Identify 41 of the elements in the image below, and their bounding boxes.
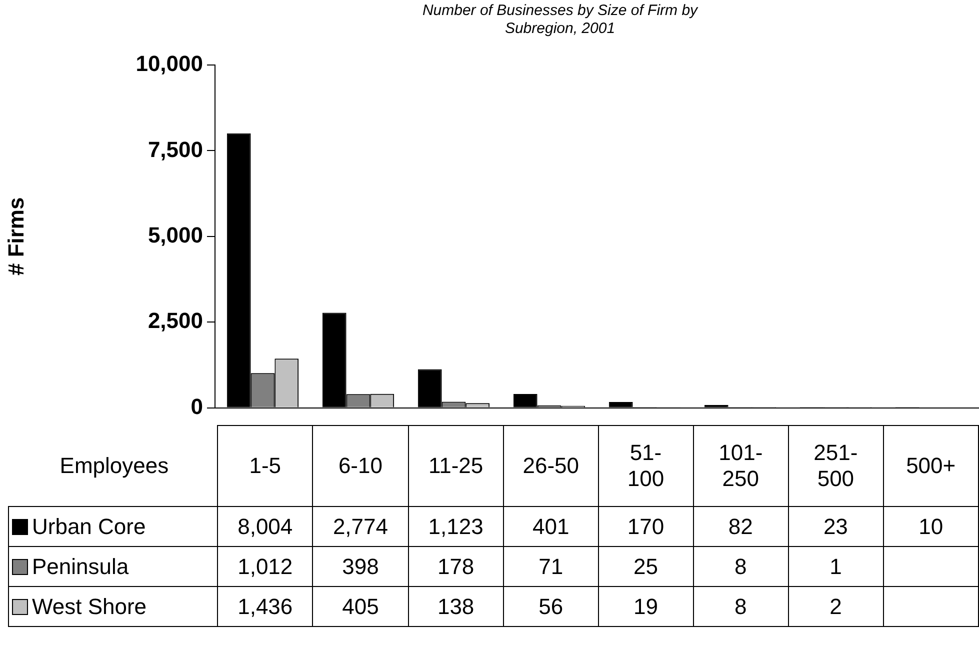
data-label: 25 — [598, 546, 694, 586]
y-tick-label: 5,000 — [148, 222, 203, 248]
data-label: 405 — [312, 586, 408, 626]
data-label: 170 — [598, 506, 694, 546]
x-tick-label: 6-10 — [338, 453, 382, 479]
data-label: 8 — [693, 586, 788, 626]
legend-label: West Shore — [8, 586, 218, 626]
data-label: 23 — [788, 506, 884, 546]
y-tick-label: 7,500 — [148, 136, 203, 162]
legend-label: Peninsula — [8, 546, 218, 586]
data-label: 1,436 — [217, 586, 313, 626]
data-label: 178 — [408, 546, 504, 586]
y-tick-label: 0 — [190, 394, 203, 419]
x-tick-label: 251-500 — [812, 440, 859, 492]
y-tick-label: 2,500 — [148, 308, 203, 334]
data-label: 82 — [693, 506, 788, 546]
data-label: 398 — [312, 546, 408, 586]
legend-label: Urban Core — [8, 506, 218, 546]
x-tick-label: 101-250 — [718, 440, 764, 492]
data-label: 8 — [693, 546, 788, 586]
data-label: 56 — [503, 586, 598, 626]
data-label: 8,004 — [217, 506, 313, 546]
data-label: 1,012 — [217, 546, 313, 586]
x-tick-label: 11-25 — [428, 453, 484, 479]
y-axis-title: # Firms — [3, 197, 28, 276]
x-tick-label: 51-100 — [626, 440, 666, 492]
data-label: 1,123 — [408, 506, 504, 546]
data-label: 401 — [503, 506, 598, 546]
data-label: 2,774 — [312, 506, 408, 546]
y-tick-label: 10,000 — [136, 51, 203, 76]
data-label: 19 — [598, 586, 694, 626]
x-tick-label: 500+ — [906, 453, 956, 479]
chart-title: Number of Businesses by Size of Firm by Subregion, 2001 — [421, 2, 700, 38]
data-label: 71 — [503, 546, 598, 586]
data-label: 10 — [883, 506, 978, 546]
x-axis-title: Employees — [58, 452, 170, 480]
data-label: 138 — [408, 586, 504, 626]
x-tick-label: 26-50 — [522, 453, 580, 479]
data-label: 1 — [788, 546, 884, 586]
x-tick-label: 1-5 — [249, 453, 282, 479]
data-label: 2 — [788, 586, 884, 626]
